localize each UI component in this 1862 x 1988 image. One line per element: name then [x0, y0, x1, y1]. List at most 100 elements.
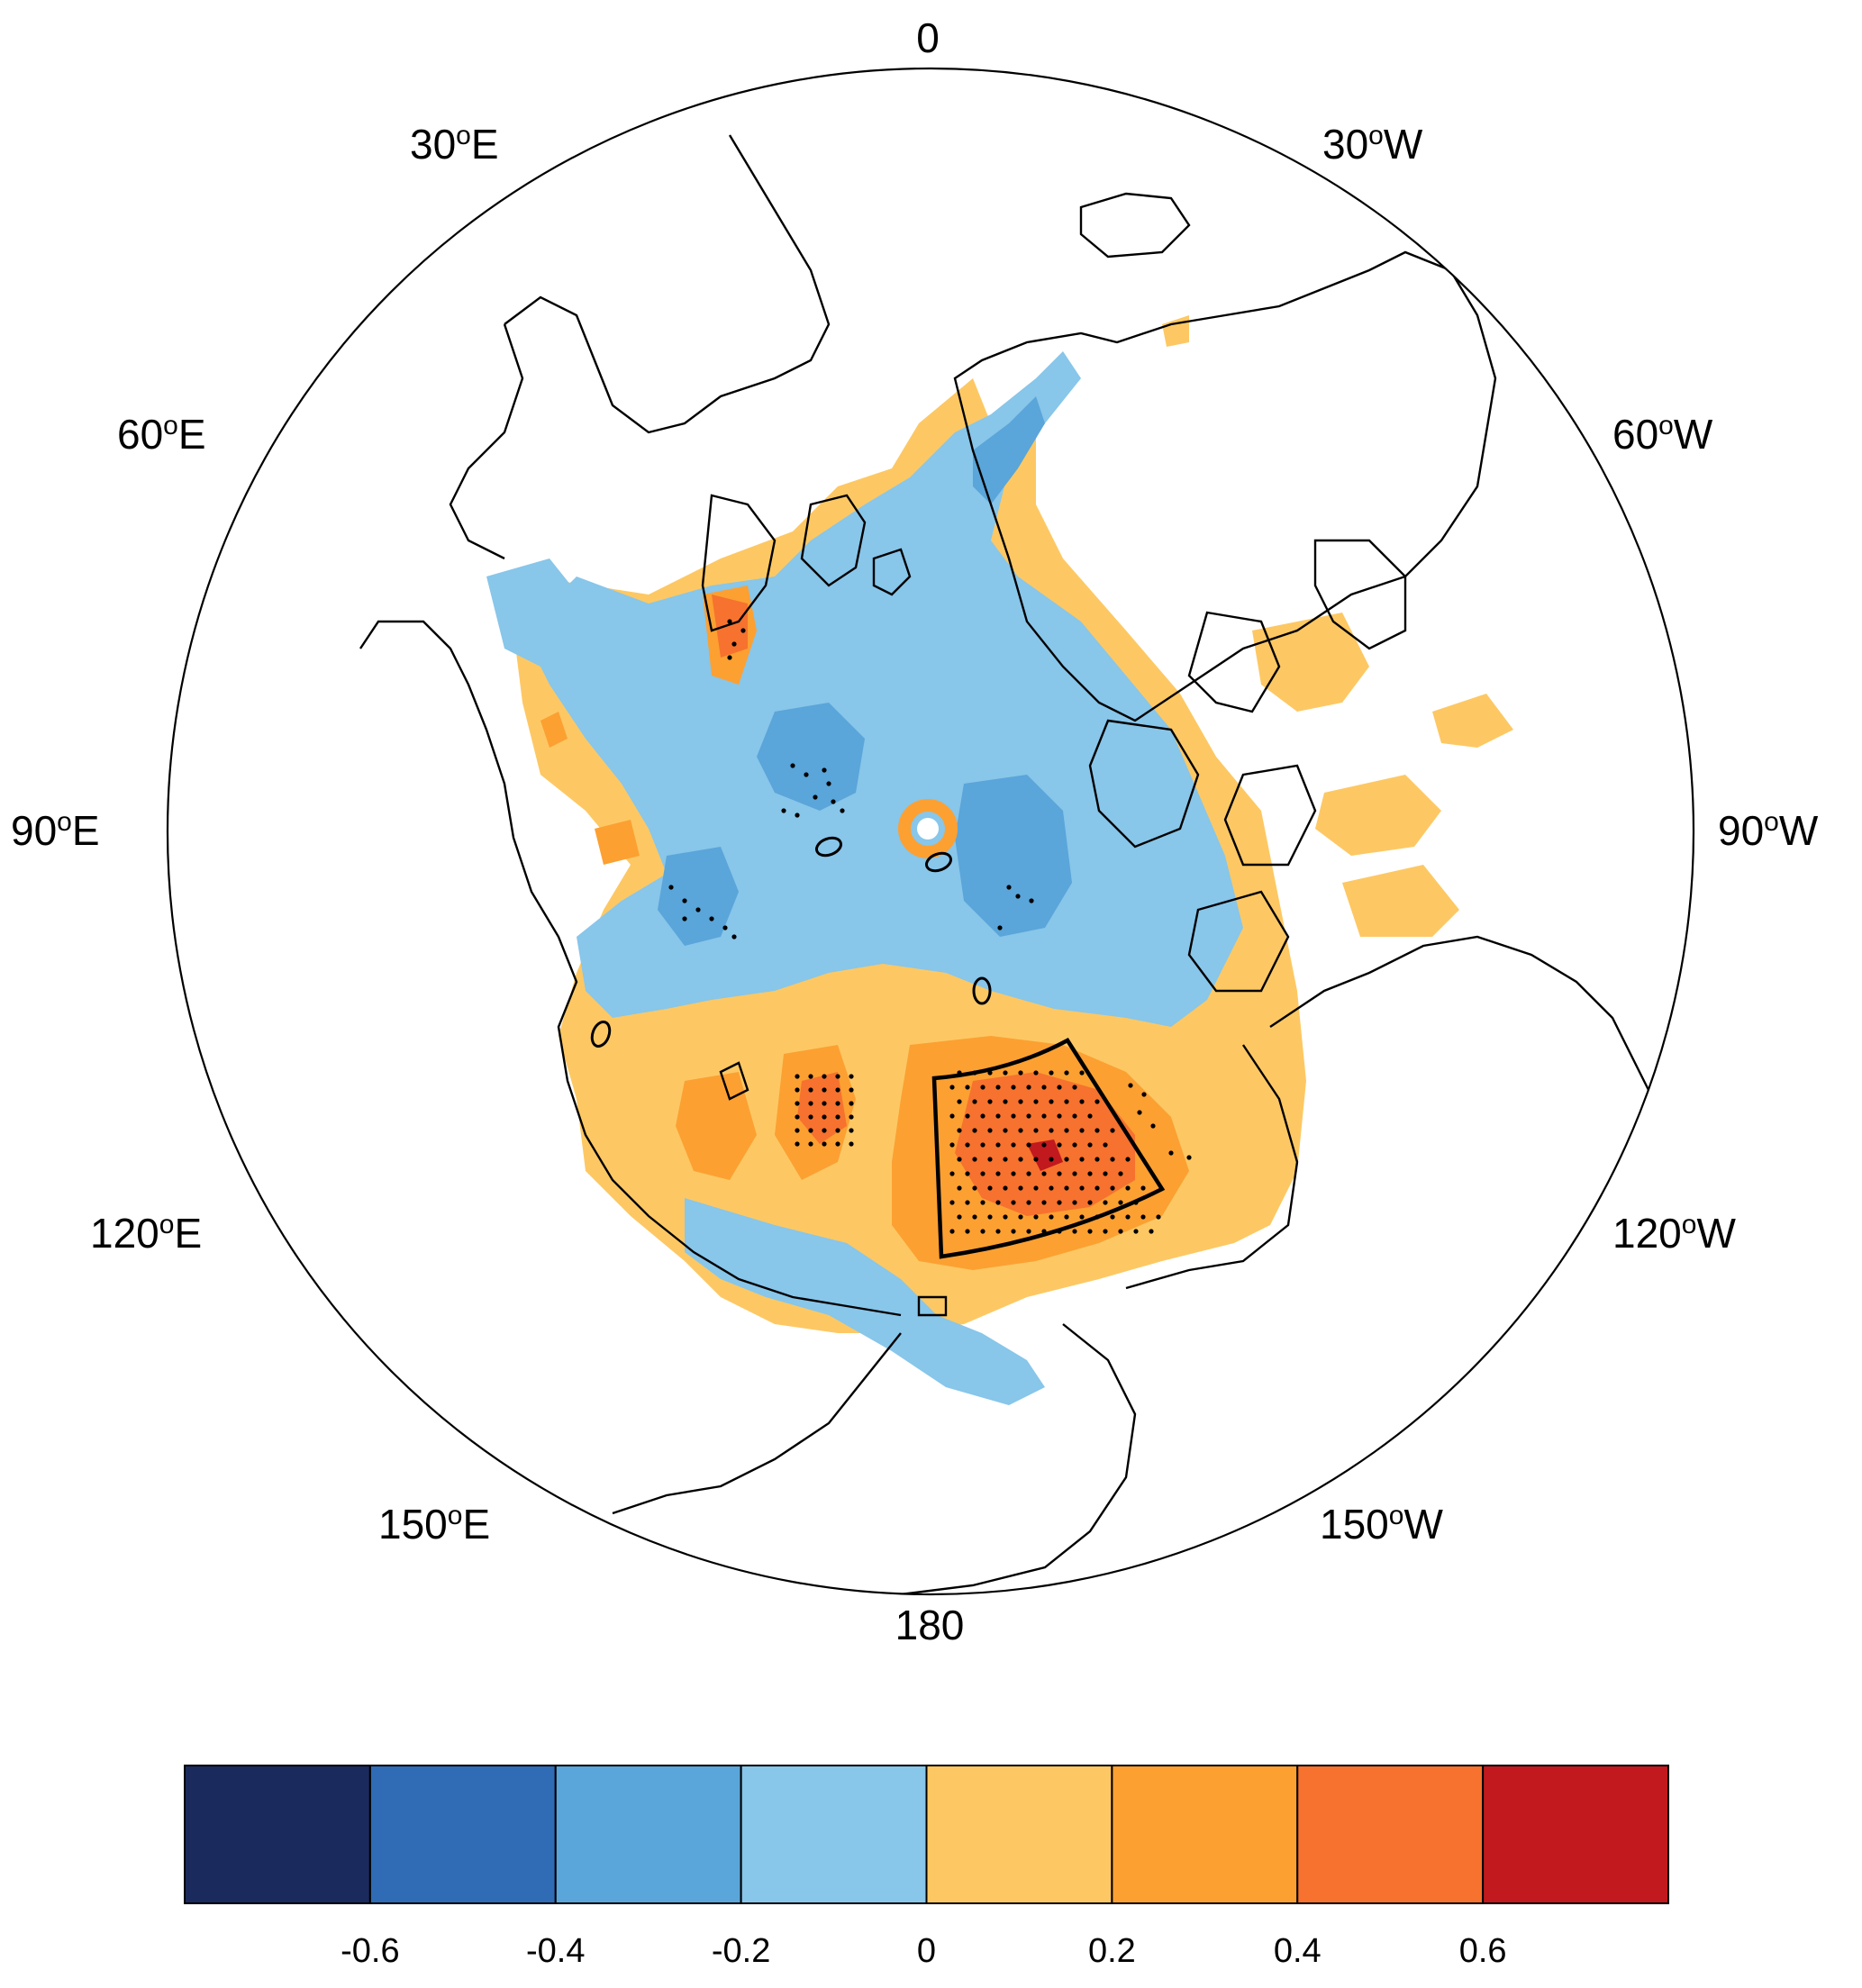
stipple-dot — [957, 1128, 962, 1133]
stipple-dot — [1006, 885, 1012, 890]
stipple-dot — [997, 925, 1003, 930]
stipple-dot — [1110, 1157, 1115, 1162]
stipple-dot — [731, 934, 737, 940]
field-positive-greenland-edge — [1162, 315, 1189, 347]
lon-label-90w: 90oW — [1718, 807, 1819, 854]
stipple-dot — [1041, 1200, 1047, 1205]
stipple-dot — [1003, 1070, 1008, 1076]
stipple-dot — [1057, 1085, 1062, 1090]
field-positive-canada-2 — [1432, 694, 1513, 748]
stipple-dot — [1064, 1185, 1069, 1191]
stipple-dot — [987, 1128, 993, 1133]
colorbar-tick-label: 0 — [917, 1932, 936, 1970]
stipple-dot — [1018, 1070, 1023, 1076]
stipple-dot — [1110, 1185, 1115, 1191]
stipple-dot — [822, 1074, 827, 1079]
stipple-dot — [835, 1087, 840, 1093]
stipple-dot — [822, 1128, 827, 1133]
colorbar-tick-label: -0.6 — [341, 1932, 399, 1970]
stipple-dot — [965, 1142, 970, 1148]
colorbar-tick-label: 0.6 — [1459, 1932, 1507, 1970]
lon-label-0: 0 — [916, 14, 940, 61]
stipple-dot — [1156, 1214, 1161, 1220]
stipple-dot — [965, 1200, 970, 1205]
stipple-dot — [1041, 1085, 1047, 1090]
stipple-dot — [1118, 1200, 1123, 1205]
stipple-dot — [1003, 1185, 1008, 1191]
stipple-dot — [1072, 1200, 1077, 1205]
stipple-dot — [1094, 1099, 1100, 1104]
stipple-dot — [995, 1200, 1001, 1205]
stipple-dot — [965, 1085, 970, 1090]
stipple-dot — [965, 1171, 970, 1176]
stipple-dot — [790, 763, 795, 768]
stipple-dot — [808, 1128, 813, 1133]
stipple-dot — [731, 641, 737, 647]
stipple-dot — [1103, 1229, 1108, 1234]
stipple-dot — [1049, 1185, 1054, 1191]
stipple-dot — [1087, 1200, 1093, 1205]
stipple-dot — [1125, 1214, 1131, 1220]
stipple-dot — [1128, 1083, 1133, 1088]
stipple-dot — [957, 1214, 962, 1220]
stipple-dot — [1064, 1157, 1069, 1162]
stipple-dot — [1033, 1070, 1039, 1076]
stipple-dot — [1057, 1142, 1062, 1148]
stipple-dot — [1011, 1085, 1016, 1090]
stipple-dot — [682, 898, 687, 903]
stipple-dot — [1094, 1185, 1100, 1191]
stipple-dot — [1033, 1128, 1039, 1133]
stipple-dot — [1057, 1113, 1062, 1119]
stipple-dot — [1049, 1157, 1054, 1162]
stipple-dot — [849, 1101, 854, 1106]
stipple-dot — [1087, 1229, 1093, 1234]
stipple-dot — [1015, 894, 1021, 899]
stipple-dot — [831, 799, 836, 804]
stipple-dot — [781, 808, 786, 813]
stipple-dot — [1186, 1155, 1192, 1160]
stipple-dot — [1103, 1171, 1108, 1176]
stipple-dot — [822, 1101, 827, 1106]
stipple-dot — [795, 1141, 800, 1147]
lon-label-90e: 90oE — [11, 807, 100, 854]
stipple-dot — [835, 1128, 840, 1133]
stipple-dot — [1079, 1099, 1085, 1104]
lon-label-30w: 30oW — [1322, 121, 1423, 168]
highlight-region-box — [931, 1038, 1166, 1259]
stipple-dot — [1026, 1113, 1031, 1119]
stipple-dot — [835, 1114, 840, 1120]
stipple-dot — [972, 1099, 977, 1104]
stipple-dot — [995, 1085, 1001, 1090]
stipple-dot — [980, 1229, 985, 1234]
field-negative-mid-1 — [757, 703, 865, 811]
lon-label-180: 180 — [895, 1602, 965, 1648]
coastlines — [359, 134, 1694, 1594]
stipple-dot — [1087, 1113, 1093, 1119]
stipple-dot — [1011, 1200, 1016, 1205]
stipple-dot — [1079, 1185, 1085, 1191]
field-positive-mid-3 — [676, 1072, 757, 1180]
stipple-dot — [1029, 898, 1034, 903]
stipple-dot — [1064, 1128, 1069, 1133]
field-positive-canada — [1252, 613, 1369, 712]
stipple-dot — [965, 1229, 970, 1234]
stipple-dot — [1141, 1092, 1147, 1097]
field-positive-mid-6 — [595, 820, 640, 865]
stipple-dot — [972, 1157, 977, 1162]
stipple-dot — [1049, 1070, 1054, 1076]
stipple-dot — [849, 1074, 854, 1079]
stipple-dot — [1064, 1214, 1069, 1220]
stipple-dot — [980, 1171, 985, 1176]
stipple-dot — [835, 1101, 840, 1106]
stipple-dot — [1118, 1229, 1123, 1234]
stipple-dot — [1033, 1185, 1039, 1191]
pole-marker — [917, 818, 939, 840]
stipple-dot — [1049, 1214, 1054, 1220]
stipple-dot — [849, 1128, 854, 1133]
stipple-dot — [987, 1157, 993, 1162]
stipple-dot — [722, 925, 728, 930]
stipple-dot — [1018, 1214, 1023, 1220]
colorbar-swatch-6 — [1296, 1765, 1485, 1904]
stipple-dot — [972, 1185, 977, 1191]
